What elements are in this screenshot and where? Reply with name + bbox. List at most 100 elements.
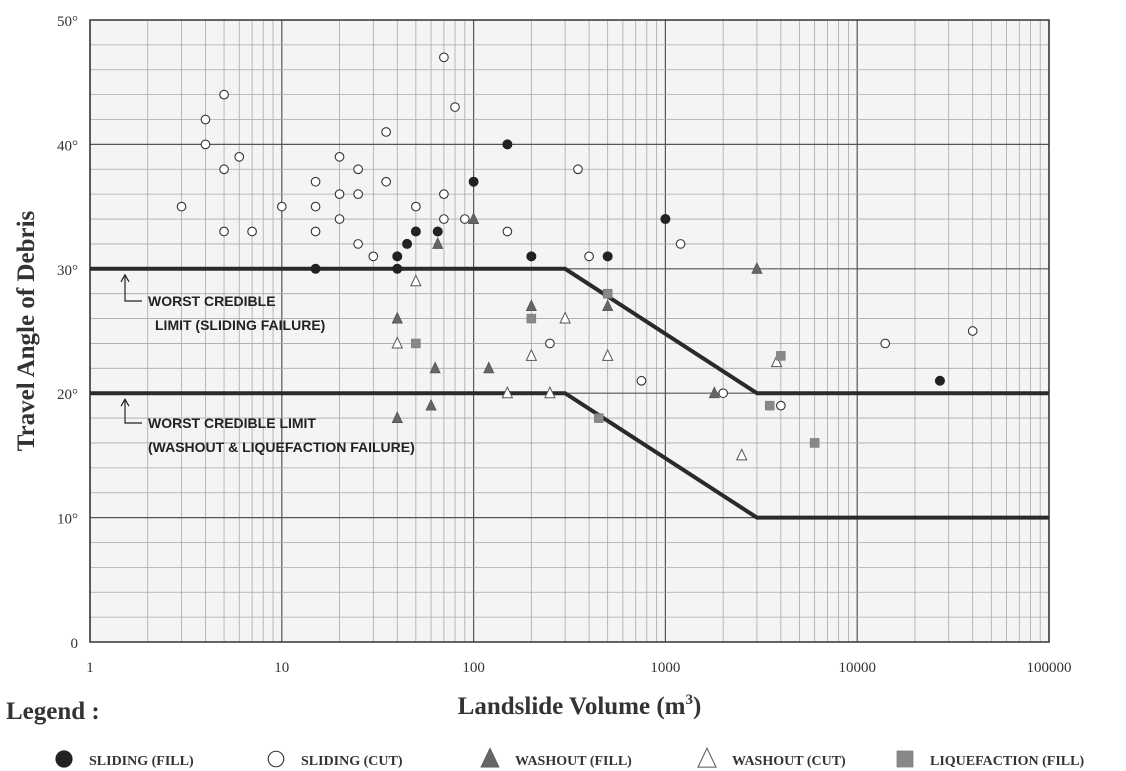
marker-sliding-fill: [934, 375, 945, 386]
x-tick-label: 10: [274, 660, 289, 676]
marker-washout-fill: [708, 386, 720, 399]
marker-sliding-cut: [219, 89, 229, 100]
marker-sliding-cut: [776, 400, 786, 411]
marker-sliding-fill: [55, 750, 73, 768]
marker-sliding-cut: [310, 176, 321, 187]
limit-lines: WORST CREDIBLE LIMIT (SLIDING FAILURE) WOR…: [90, 266, 1049, 520]
legend-label: WASHOUT (FILL): [515, 754, 632, 769]
marker-washout-cut: [601, 348, 614, 361]
marker-sliding-cut: [502, 226, 513, 237]
marker-liquefaction-fill: [896, 750, 914, 768]
legend: Legend : SLIDING (FILL) SLIDING (CUT) WASHO…: [6, 698, 1084, 769]
marker-sliding-cut: [310, 226, 321, 237]
marker-washout-fill: [425, 398, 437, 411]
marker-sliding-cut: [334, 151, 345, 162]
marker-washout-cut: [697, 747, 717, 768]
series-circle-open: [176, 52, 978, 411]
marker-sliding-fill: [392, 263, 403, 274]
marker-sliding-fill: [410, 226, 421, 237]
marker-sliding-cut: [176, 201, 187, 212]
y-tick-label: 40°: [57, 138, 78, 154]
marker-liquefaction-fill: [411, 338, 421, 349]
marker-washout-fill: [429, 361, 441, 374]
marker-washout-cut: [410, 274, 422, 287]
marker-sliding-cut: [310, 201, 321, 212]
marker-washout-fill: [483, 361, 495, 374]
marker-sliding-fill: [468, 176, 479, 187]
limit-leader: [124, 399, 142, 424]
limit-label: WORST CREDIBLE LIMIT: [148, 415, 316, 431]
marker-sliding-cut: [967, 326, 978, 336]
marker-sliding-cut: [381, 176, 392, 187]
marker-washout-fill: [391, 411, 403, 423]
y-tick-label: 30°: [57, 263, 78, 279]
marker-liquefaction-fill: [602, 288, 613, 299]
legend-title: Legend :: [6, 698, 100, 725]
series-square-filled: [411, 288, 820, 448]
marker-sliding-cut: [718, 388, 728, 399]
limit-label: WORST CREDIBLE: [148, 293, 276, 309]
marker-washout-cut: [525, 348, 538, 361]
marker-sliding-cut: [334, 189, 345, 200]
marker-sliding-cut: [381, 127, 392, 137]
marker-washout-cut: [391, 336, 404, 349]
y-axis-label: Travel Angle of Debris: [13, 210, 40, 451]
marker-sliding-cut: [200, 114, 211, 125]
marker-sliding-fill: [602, 251, 613, 262]
y-tick-label: 0: [71, 636, 79, 652]
x-axis-label: Landslide Volume (m3): [458, 692, 702, 720]
series-triangle-open: [391, 274, 783, 461]
legend-label: SLIDING (FILL): [89, 754, 194, 769]
marker-sliding-cut: [267, 750, 285, 768]
limit-leader: [124, 274, 142, 302]
marker-sliding-cut: [545, 338, 555, 349]
marker-sliding-cut: [584, 251, 594, 262]
marker-washout-fill: [525, 299, 537, 312]
marker-washout-fill: [602, 299, 614, 312]
marker-sliding-cut: [353, 189, 363, 200]
marker-sliding-fill: [526, 251, 537, 262]
marker-sliding-cut: [880, 338, 891, 349]
marker-sliding-fill: [502, 139, 513, 150]
marker-liquefaction-fill: [526, 313, 537, 324]
marker-sliding-cut: [439, 189, 449, 200]
limit-label: (WASHOUT & LIQUEFACTION FAILURE): [148, 439, 415, 455]
marker-sliding-cut: [675, 239, 686, 249]
marker-sliding-cut: [411, 201, 421, 212]
x-tick-label: 100000: [1027, 660, 1072, 676]
marker-sliding-cut: [636, 375, 647, 386]
marker-liquefaction-fill: [776, 351, 786, 361]
marker-sliding-cut: [234, 151, 245, 162]
plot-frame: [89, 19, 1050, 643]
limit-line: [90, 391, 1049, 520]
marker-sliding-fill: [310, 263, 321, 274]
y-tick-label: 10°: [57, 512, 78, 528]
marker-washout-cut: [770, 354, 783, 368]
marker-sliding-cut: [276, 201, 287, 212]
marker-sliding-fill: [660, 214, 671, 225]
y-tick-label: 20°: [57, 387, 78, 403]
x-tick-label: 1000: [650, 660, 680, 676]
marker-washout-cut: [559, 311, 571, 324]
series-triangle-filled: [391, 212, 763, 423]
marker-liquefaction-fill: [594, 413, 604, 423]
marker-sliding-cut: [353, 239, 363, 249]
legend-label: SLIDING (CUT): [301, 754, 403, 769]
marker-sliding-cut: [353, 164, 363, 175]
limit-arrowhead: [120, 397, 130, 407]
marker-sliding-cut: [573, 164, 583, 175]
x-tick-label: 100: [462, 660, 485, 676]
plot-area: [90, 20, 1049, 642]
marker-sliding-cut: [200, 139, 211, 150]
marker-sliding-cut: [459, 214, 470, 224]
limit-arrowhead: [120, 273, 130, 283]
marker-sliding-fill: [402, 238, 413, 249]
x-tick-label: 1: [86, 660, 94, 676]
marker-sliding-cut: [439, 214, 449, 224]
y-tick-label: 50°: [57, 14, 78, 30]
marker-liquefaction-fill: [765, 400, 775, 411]
limit-label: LIMIT (SLIDING FAILURE): [155, 317, 325, 333]
marker-sliding-cut: [368, 251, 379, 262]
